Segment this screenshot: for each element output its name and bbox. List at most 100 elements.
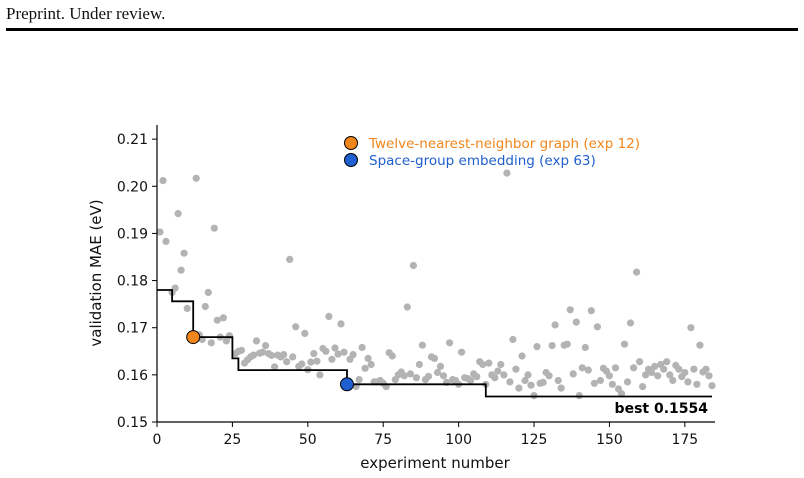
legend-marker-2 <box>344 153 358 167</box>
experiment-point <box>328 355 336 363</box>
experiment-point <box>593 323 602 331</box>
experiment-point <box>545 372 553 380</box>
y-tick-label: 0.19 <box>117 226 148 242</box>
experiment-point <box>569 370 577 378</box>
experiment-point <box>361 364 369 372</box>
experiment-point <box>620 340 629 348</box>
experiment-point <box>252 337 261 345</box>
experiment-point <box>458 348 466 356</box>
experiment-point <box>237 346 246 354</box>
legend-marker-1 <box>344 136 358 150</box>
experiment-point <box>467 376 475 385</box>
experiment-point <box>636 358 644 366</box>
experiment-point <box>418 341 426 349</box>
experiment-point <box>630 364 638 372</box>
experiment-point <box>159 177 167 185</box>
experiment-point <box>174 210 182 218</box>
x-tick-label: 175 <box>671 432 698 448</box>
experiment-point <box>617 390 626 398</box>
experiment-point <box>430 354 439 362</box>
experiment-point <box>439 372 448 380</box>
experiment-point <box>648 368 656 377</box>
experiment-point <box>337 320 345 328</box>
experiment-point <box>690 365 698 373</box>
experiment-point <box>415 360 423 369</box>
experiment-point <box>286 255 294 263</box>
experiment-point <box>693 380 701 388</box>
experiment-point <box>554 376 562 385</box>
experiment-point <box>509 335 517 344</box>
experiment-point <box>177 266 185 274</box>
experiment-point <box>702 365 710 373</box>
experiment-point <box>210 224 218 232</box>
experiment-point <box>669 376 677 385</box>
x-tick-label: 25 <box>223 432 241 448</box>
experiment-point <box>611 364 620 372</box>
experiment-point <box>298 360 306 368</box>
experiment-point <box>292 323 300 331</box>
experiment-point <box>271 363 279 371</box>
experiment-point <box>322 347 330 355</box>
experiment-point <box>590 379 599 387</box>
experiment-point <box>219 314 227 322</box>
experiment-point <box>313 357 321 365</box>
experiment-point <box>708 382 716 390</box>
experiment-point <box>503 169 511 177</box>
experiment-point <box>301 329 309 337</box>
experiment-point <box>581 343 589 352</box>
experiment-point <box>171 284 179 292</box>
experiment-point <box>204 288 212 296</box>
experiment-point <box>433 368 442 377</box>
experiment-point <box>626 319 635 327</box>
experiment-point <box>400 372 408 380</box>
scatter-points <box>156 169 716 400</box>
experiment-point <box>307 358 315 366</box>
experiment-point <box>687 324 695 332</box>
experiment-point <box>316 371 324 379</box>
y-tick-label: 0.16 <box>117 368 148 384</box>
experiment-point <box>364 354 372 362</box>
experiment-point <box>340 348 348 356</box>
experiment-point <box>213 316 221 324</box>
legend: Twelve-nearest-neighbor graph (exp 12)Sp… <box>344 136 640 169</box>
experiment-point <box>358 343 366 352</box>
experiment-point <box>249 351 258 359</box>
experiment-point <box>527 381 535 389</box>
experiment-point <box>259 348 267 356</box>
experiment-point <box>162 237 170 245</box>
y-tick-label: 0.21 <box>117 132 148 148</box>
experiment-point <box>524 371 532 379</box>
experiment-point <box>262 342 270 350</box>
experiment-point <box>494 367 502 375</box>
y-tick-label: 0.15 <box>117 415 148 431</box>
highlight-point-2 <box>340 377 354 392</box>
y-tick-label: 0.20 <box>117 179 148 195</box>
experiment-point <box>548 342 556 350</box>
experiment-point <box>660 365 668 373</box>
x-tick-label: 50 <box>299 432 317 448</box>
experiment-point <box>578 364 586 372</box>
experiment-point <box>412 374 420 382</box>
experiment-point <box>521 376 529 385</box>
experiment-point <box>608 380 617 388</box>
experiment-point <box>334 350 342 358</box>
experiment-point <box>310 350 318 358</box>
experiment-point <box>192 174 200 182</box>
experiment-point <box>551 321 559 329</box>
experiment-point <box>388 352 396 360</box>
experiment-point <box>403 303 411 311</box>
experiment-point <box>349 351 357 359</box>
experiment-point <box>666 371 674 379</box>
experiment-point <box>497 360 505 369</box>
x-axis-label: experiment number <box>360 454 510 472</box>
experiment-point <box>506 378 514 386</box>
experiment-point <box>563 340 571 348</box>
header-rule <box>6 28 798 31</box>
experiment-point <box>406 370 414 378</box>
experiment-point <box>183 304 191 312</box>
experiment-point <box>331 344 339 352</box>
experiment-point <box>539 378 547 386</box>
y-tick-label: 0.18 <box>117 274 148 290</box>
best-annotation: best 0.1554 <box>615 401 709 417</box>
